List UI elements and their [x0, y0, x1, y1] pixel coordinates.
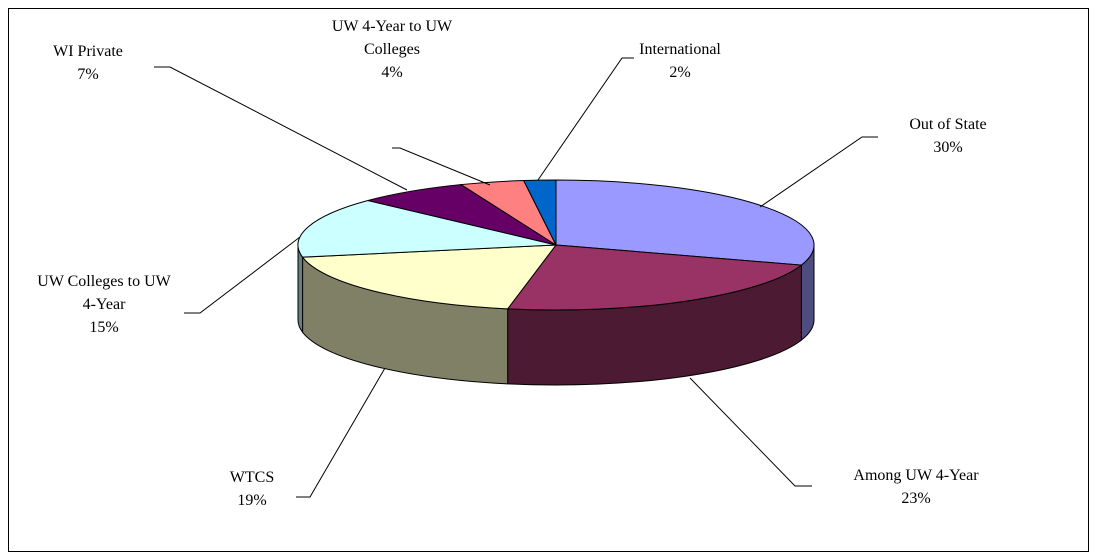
data-label: International 2% — [610, 38, 750, 84]
data-label: UW Colleges to UW 4-Year 15% — [34, 270, 174, 339]
pie-side — [297, 244, 304, 334]
pie-slice — [297, 199, 557, 258]
value-label: 7% — [77, 66, 99, 83]
value-label: 2% — [669, 64, 691, 81]
category-label: WI Private — [53, 43, 123, 60]
data-label: Among UW 4-Year 23% — [826, 464, 1006, 510]
category-label: UW 4-Year to UW Colleges — [331, 18, 453, 58]
value-label: 15% — [89, 319, 119, 336]
leader-line — [184, 236, 301, 314]
leader-line — [537, 57, 634, 181]
value-label: 30% — [933, 139, 963, 156]
leader-line — [759, 136, 878, 208]
data-label: UW 4-Year to UW Colleges 4% — [305, 15, 480, 84]
category-label: Among UW 4-Year — [853, 467, 979, 484]
value-label: 19% — [237, 492, 267, 509]
category-label: WTCS — [229, 469, 275, 486]
value-label: 4% — [381, 64, 403, 81]
data-label: WTCS 19% — [212, 466, 292, 512]
pie-slice — [301, 244, 558, 310]
data-label: Out of State 30% — [878, 113, 1018, 159]
category-label: International — [639, 41, 721, 58]
leader-line — [392, 147, 491, 186]
pie-slice — [555, 179, 815, 266]
leader-line — [689, 377, 812, 487]
pie-slice — [367, 184, 557, 246]
leader-line — [154, 66, 408, 191]
value-label: 23% — [901, 490, 931, 507]
pie-slice — [506, 244, 803, 311]
category-label: Out of State — [909, 116, 987, 133]
data-label: WI Private 7% — [28, 40, 148, 86]
category-label: UW Colleges to UW 4-Year — [37, 273, 171, 313]
pie-slice — [522, 179, 557, 246]
leader-line — [296, 367, 386, 498]
